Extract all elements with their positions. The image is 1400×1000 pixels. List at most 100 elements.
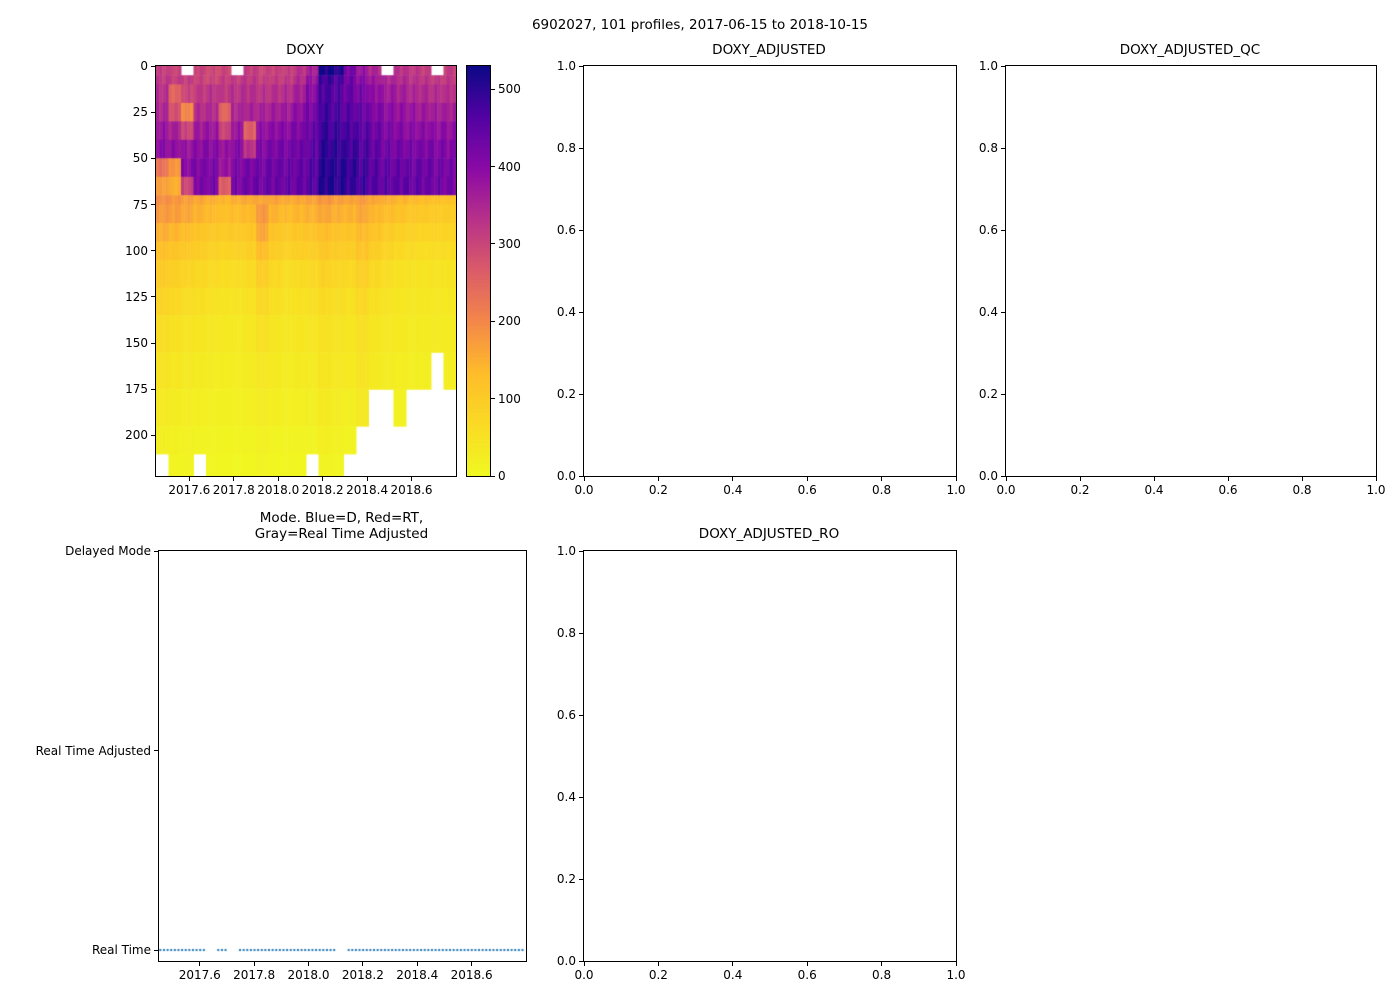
y-tick [151, 296, 155, 298]
y-tick-label: 0.4 [556, 305, 576, 319]
y-tick-label: 25 [132, 105, 148, 120]
y-tick-label: 50 [132, 151, 148, 166]
y-tick-label: 0.0 [556, 469, 576, 483]
y-tick [579, 393, 583, 395]
colorbar-tick-label: 400 [498, 159, 521, 174]
colorbar-tick [491, 166, 495, 168]
x-tick [471, 962, 473, 966]
doxy-adjusted-qc-plot-title: DOXY_ADJUSTED_QC [1119, 42, 1261, 58]
x-tick-label: 0.4 [723, 968, 743, 982]
y-tick [579, 550, 583, 552]
y-tick [579, 796, 583, 798]
x-tick-label: 0.2 [648, 968, 668, 982]
y-tick-label: 0 [140, 59, 148, 73]
mode-plot: 2017.6 2017.8 2018.0 2018.2 2018.4 2018.6 Dela… [36, 544, 527, 982]
x-tick-label: 2018.0 [287, 968, 330, 982]
y-tick [1001, 65, 1005, 67]
x-tick-label: 0.4 [1144, 483, 1164, 497]
y-tick-label: 125 [125, 289, 148, 304]
x-tick [416, 962, 418, 966]
mode-plot-title: Mode. Blue=D, Red=RT, Gray=Real Time Adj… [254, 510, 429, 542]
x-tick-label: 2017.6 [178, 968, 221, 982]
x-tick-label: 2018.4 [396, 968, 439, 982]
y-tick-label: Real Time [91, 943, 151, 958]
y-tick-label: 0.0 [556, 954, 576, 968]
doxy-adjusted-plot-title: DOXY_ADJUSTED [712, 42, 826, 58]
x-tick [277, 477, 279, 481]
x-tick-label: 0.2 [648, 483, 668, 497]
x-tick-label: 0.8 [872, 968, 892, 982]
x-tick-label: 0.8 [872, 483, 892, 497]
x-tick [253, 962, 255, 966]
colorbar-tick [491, 320, 495, 322]
x-tick [411, 477, 413, 481]
y-tick [151, 65, 155, 67]
x-tick-label: 2018.0 [257, 483, 300, 497]
x-tick [322, 477, 324, 481]
colorbar-tick-label: 500 [498, 82, 521, 97]
y-tick [579, 229, 583, 231]
x-tick [657, 477, 659, 481]
y-tick-label: 0.2 [556, 872, 576, 886]
y-tick-label: 0.2 [978, 387, 998, 401]
x-tick [1301, 477, 1303, 481]
y-tick [154, 550, 158, 552]
x-tick [732, 477, 734, 481]
doxy-plot-title: DOXY [286, 42, 324, 58]
colorbar-tick-label: 100 [498, 391, 521, 406]
y-tick-label: 0.8 [556, 626, 576, 640]
doxy-adjusted-ro-plot: 0.0 0.2 0.4 0.6 0.8 1.0 0.0 0.2 0.4 0.6 0.8 1.0 [557, 544, 966, 982]
doxy-heatmap-plot: 2017.6 2017.8 2018.0 2018.2 2018.4 2018.6 0 25 5… [125, 59, 457, 497]
x-tick [362, 962, 364, 966]
x-tick [583, 962, 585, 966]
x-tick-label: 2018.6 [450, 968, 493, 982]
y-tick [151, 204, 155, 205]
x-tick-label: 0.4 [723, 483, 743, 497]
y-tick-label: 0.8 [556, 141, 576, 155]
x-tick [188, 477, 190, 481]
y-tick-label: 150 [125, 336, 148, 351]
y-tick [579, 65, 583, 67]
y-tick [579, 147, 583, 149]
y-tick [154, 750, 158, 751]
y-tick-label: 0.6 [978, 223, 998, 237]
x-tick-label: 2017.8 [233, 968, 276, 982]
y-tick-label: 0.2 [556, 387, 576, 401]
y-tick-label: 200 [125, 428, 148, 443]
x-tick [308, 962, 310, 966]
y-tick [579, 960, 583, 962]
doxy-adjusted-qc-plot: 0.0 0.2 0.4 0.6 0.8 1.0 0.0 0.2 0.4 0.6 0.8 1.0 [979, 59, 1386, 497]
y-tick-label: 0.6 [556, 708, 576, 722]
doxy-colorbar-gradient [467, 66, 490, 476]
y-tick [579, 632, 583, 634]
y-tick-label: 1.0 [556, 59, 576, 73]
colorbar-tick-label: 200 [498, 314, 521, 329]
colorbar-tick [491, 88, 495, 90]
x-tick [583, 477, 585, 481]
x-tick-label: 1.0 [1366, 483, 1386, 497]
y-tick-label: Real Time Adjusted [35, 743, 151, 758]
x-tick [199, 962, 201, 966]
x-tick-label: 0.0 [996, 483, 1016, 497]
y-tick-label: 1.0 [978, 59, 998, 73]
colorbar-tick-label: 0 [498, 469, 506, 483]
y-tick [1001, 147, 1005, 149]
y-tick [1001, 393, 1005, 395]
y-tick-label: 0.8 [978, 141, 998, 155]
y-tick [1001, 229, 1005, 231]
y-tick [579, 878, 583, 880]
x-tick [233, 477, 235, 481]
x-tick [1005, 477, 1007, 481]
x-tick [657, 962, 659, 966]
x-tick-label: 2018.6 [390, 483, 433, 497]
colorbar-tick [491, 243, 495, 245]
y-tick [579, 475, 583, 477]
y-tick [154, 949, 158, 951]
y-tick [151, 388, 155, 390]
x-tick-label: 1.0 [946, 968, 966, 982]
x-tick-label: 0.0 [574, 483, 594, 497]
colorbar-tick [491, 398, 495, 400]
y-tick [151, 434, 155, 436]
x-tick-label: 2018.2 [341, 968, 384, 982]
